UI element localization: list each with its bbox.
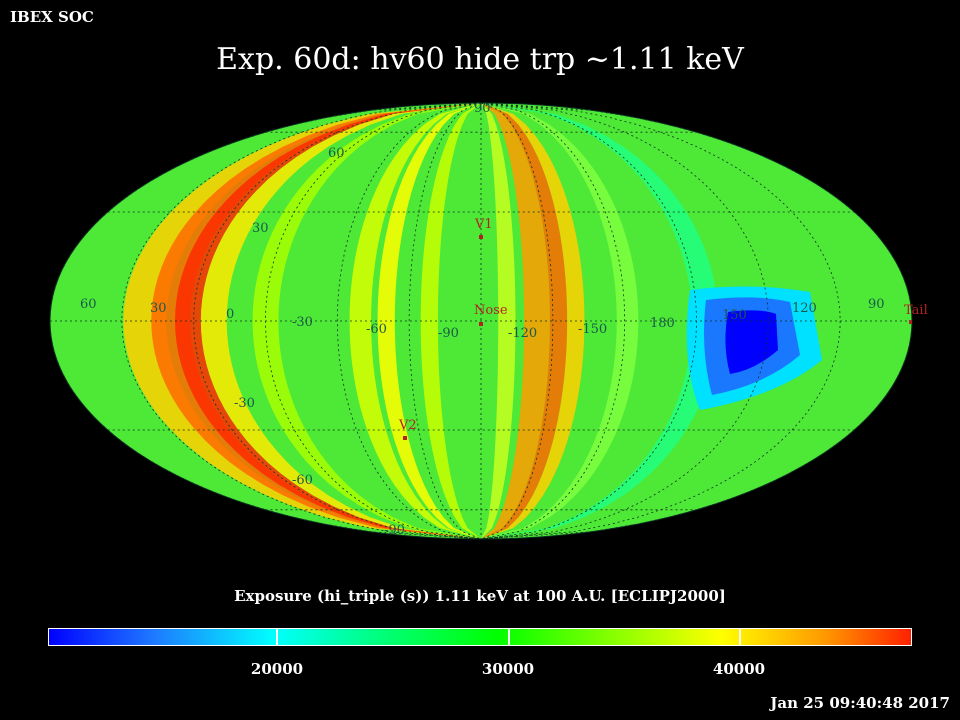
exposure-band: [481, 103, 568, 539]
meridian-line: [480, 103, 769, 539]
exposure-band: [481, 103, 516, 539]
exposure-band: [420, 103, 481, 539]
marker-nose-label: Nose: [474, 303, 508, 318]
exposure-band: [481, 103, 550, 539]
lat-label: -60: [292, 473, 313, 488]
marker-v2-point: [403, 436, 407, 440]
colorbar: [48, 628, 912, 646]
colorbar-tick-label: 40000: [712, 660, 766, 678]
marker-v2-label: V2: [398, 418, 417, 433]
meridian-line: [408, 103, 482, 539]
marker-nose-point: [479, 322, 483, 326]
lat-label: -30: [234, 396, 255, 411]
meridian-line: [480, 103, 841, 539]
lat-label: 30: [252, 221, 269, 236]
meridian-line: [480, 103, 626, 539]
lon-label: -90: [438, 326, 459, 341]
timestamp: Jan 25 09:40:48 2017: [770, 694, 950, 712]
meridian-line: [480, 103, 554, 539]
meridian-line: [121, 103, 482, 539]
marker-v1-point: [479, 235, 483, 239]
lon-label: -120: [508, 326, 537, 341]
colorbar-tick: [276, 629, 278, 645]
low-exposure-region: [686, 286, 822, 410]
lat-label: -90: [384, 523, 405, 538]
marker-tail-point: [909, 320, 912, 324]
lon-label: 180: [650, 316, 675, 331]
lon-label: 90: [868, 297, 885, 312]
lat-label: 90: [474, 101, 491, 116]
lon-label: 30: [150, 301, 167, 316]
lon-label: -60: [366, 322, 387, 337]
header-label: IBEX SOC: [10, 8, 94, 26]
lon-label: 120: [792, 301, 817, 316]
colorbar-title: Exposure (hi_triple (s)) 1.11 keV at 100…: [234, 587, 726, 605]
colorbar-tick-label: 30000: [481, 660, 535, 678]
lon-label: -30: [292, 315, 313, 330]
sky-map: 90 60 30 -30 -60 -90 60 30 0 -30 -60 -90…: [49, 101, 928, 540]
meridian-line: [193, 103, 482, 539]
colorbar-tick: [739, 629, 741, 645]
meridian-line: [336, 103, 482, 539]
page-title: Exp. 60d: hv60 hide trp ~1.11 keV: [216, 42, 744, 77]
marker-tail-label: Tail: [904, 303, 928, 318]
lon-label: 150: [722, 308, 747, 323]
lon-label: 0: [226, 307, 234, 322]
lon-label: -150: [578, 322, 607, 337]
lon-label: 60: [80, 297, 97, 312]
colorbar-tick-label: 20000: [250, 660, 304, 678]
lat-label: 60: [328, 146, 345, 161]
colorbar-tick: [508, 629, 510, 645]
marker-v1-label: V1: [474, 217, 493, 232]
exposure-band: [349, 103, 481, 539]
